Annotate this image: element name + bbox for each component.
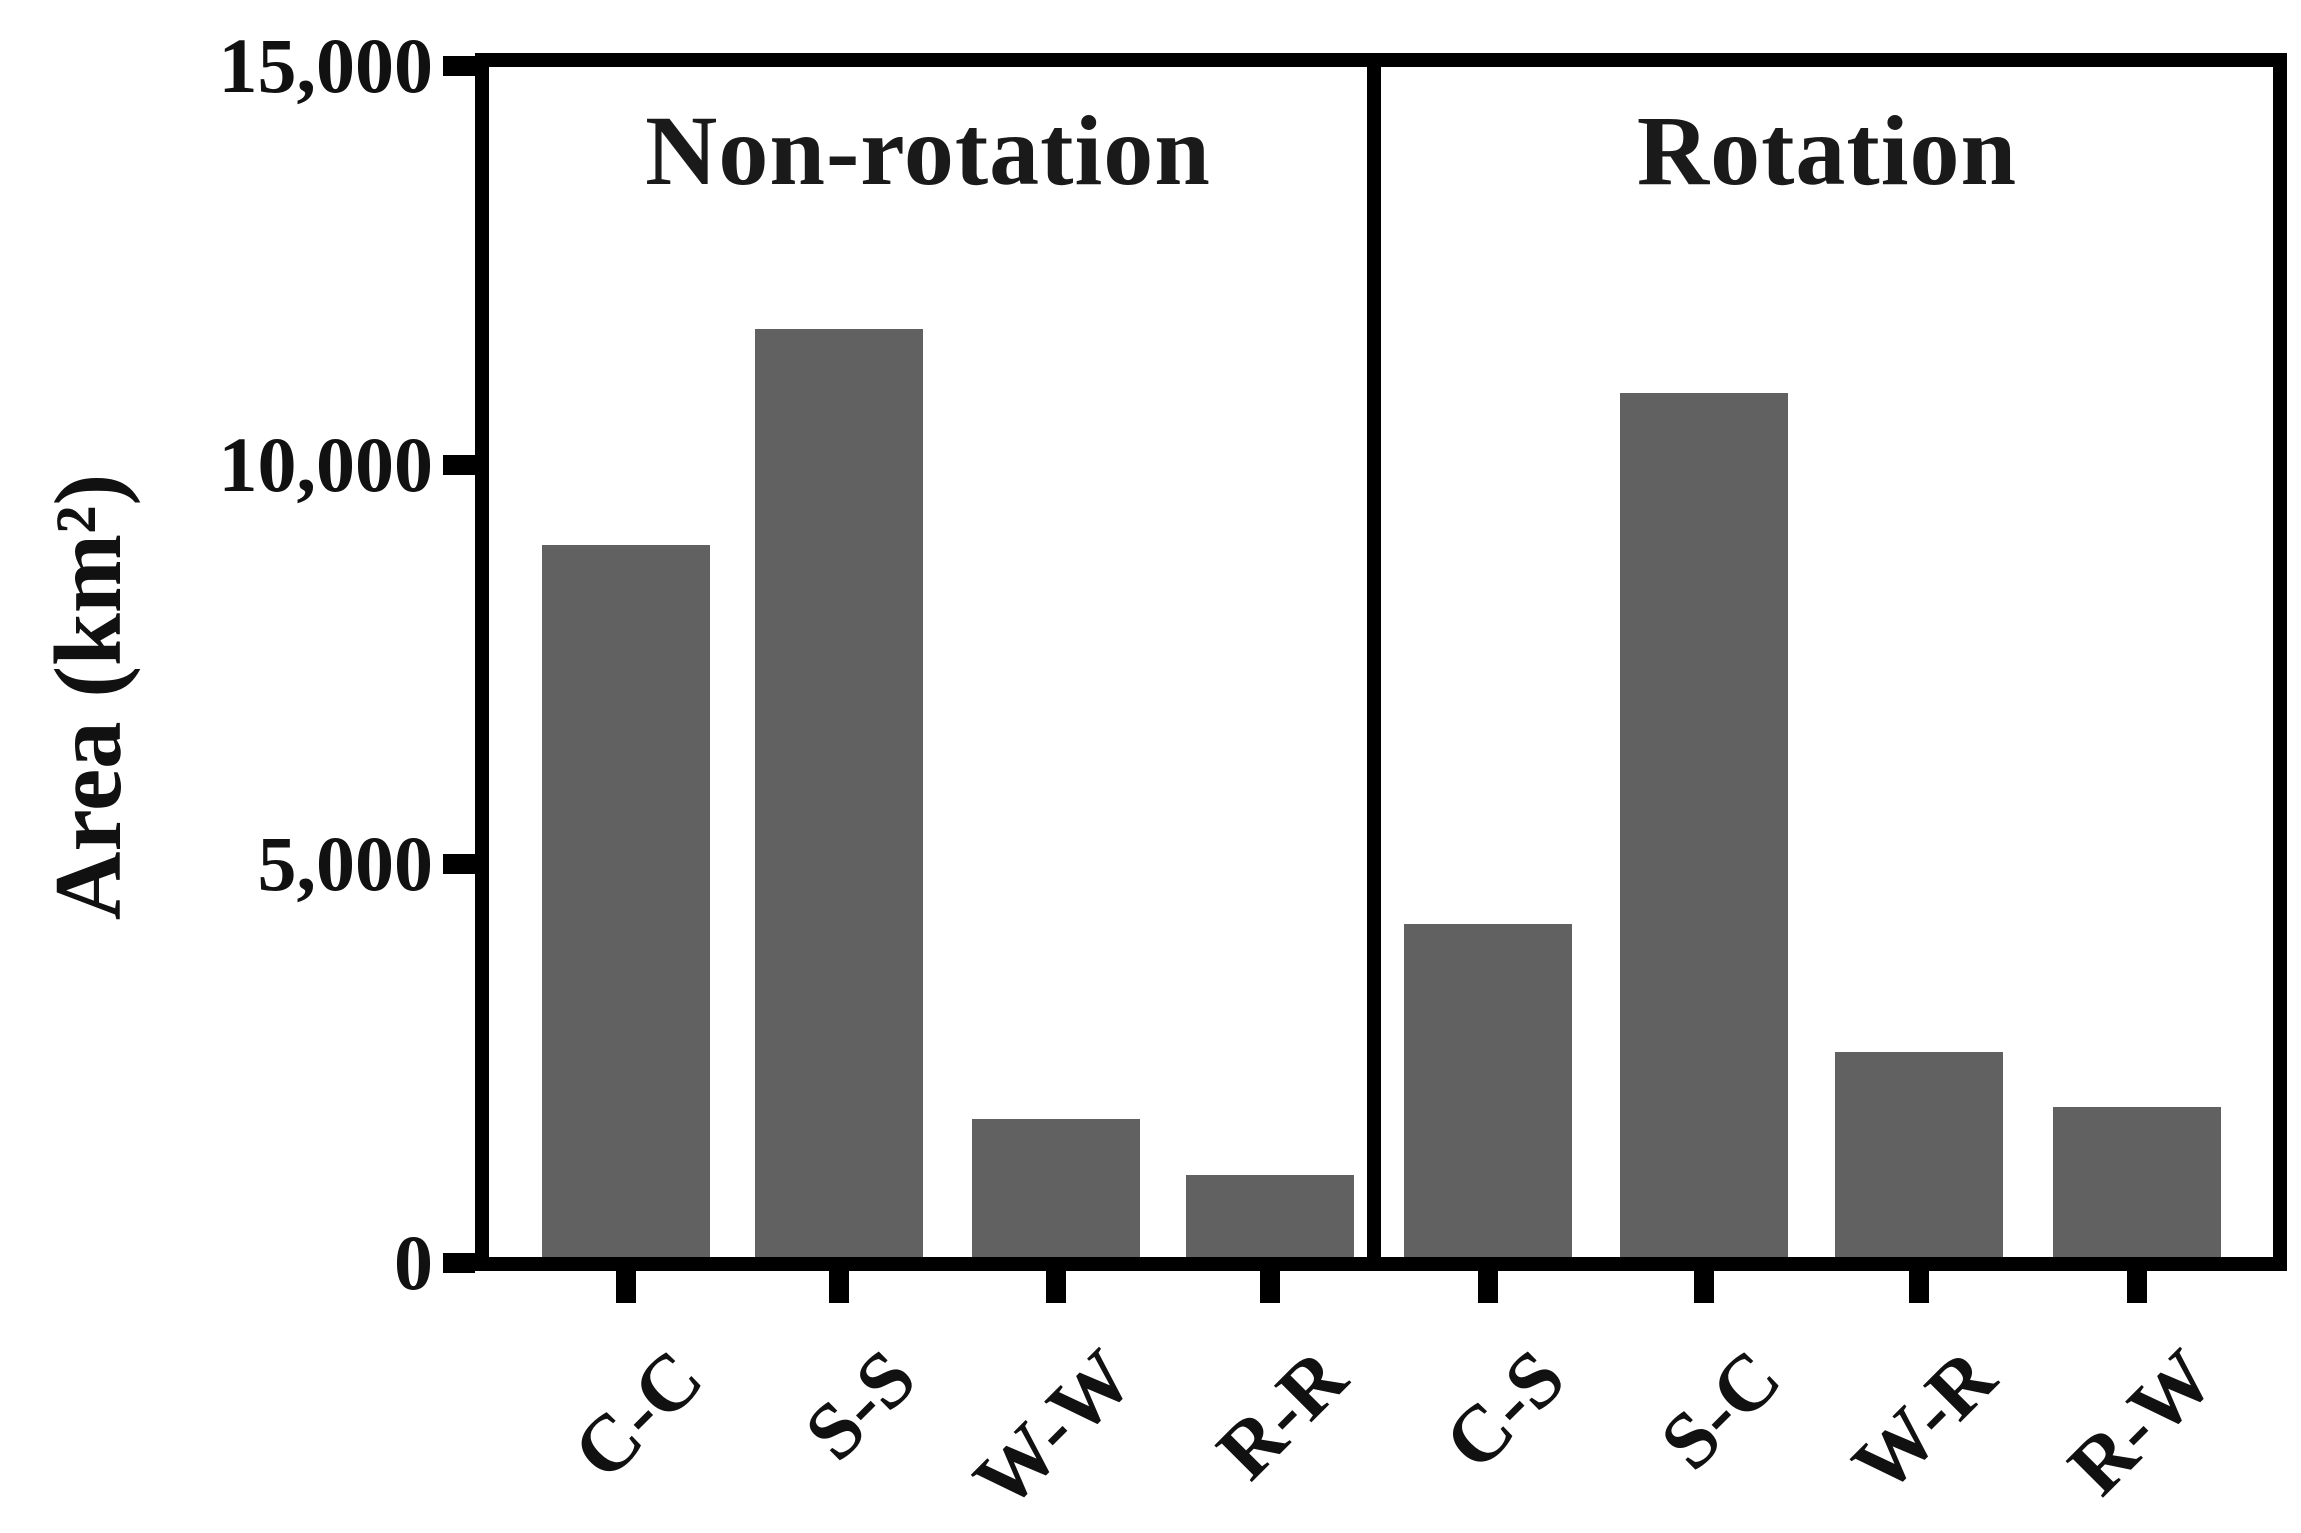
y-tick-label-5,000: 5,000 bbox=[257, 820, 434, 907]
x-tick-S-S bbox=[829, 1271, 849, 1303]
x-tick-W-R bbox=[1909, 1271, 1929, 1303]
x-tick-label-R-R: R-R bbox=[1200, 1333, 1364, 1497]
x-tick-R-R bbox=[1260, 1271, 1280, 1303]
x-tick-label-C-S: C-S bbox=[1428, 1333, 1582, 1487]
x-tick-label-W-W: W-W bbox=[957, 1333, 1150, 1526]
panel-divider bbox=[1367, 53, 1381, 1271]
x-tick-C-C bbox=[616, 1271, 636, 1303]
y-tick-label-0: 0 bbox=[394, 1219, 433, 1306]
panel-title-non-rotation: Non-rotation bbox=[645, 95, 1211, 206]
y-tick-5,000 bbox=[443, 854, 475, 874]
bar-C-S bbox=[1404, 923, 1572, 1258]
x-tick-label-R-W: R-W bbox=[2052, 1333, 2231, 1512]
x-tick-R-W bbox=[2127, 1271, 2147, 1303]
x-tick-label-W-R: W-R bbox=[1836, 1333, 2013, 1510]
x-tick-label-S-S: S-S bbox=[788, 1333, 933, 1478]
y-tick-label-10,000: 10,000 bbox=[218, 421, 434, 508]
bar-S-C bbox=[1620, 393, 1788, 1258]
bar-W-W bbox=[972, 1119, 1140, 1258]
bar-W-R bbox=[1835, 1051, 2003, 1258]
y-tick-10,000 bbox=[443, 455, 475, 475]
bar-R-W bbox=[2053, 1107, 2221, 1258]
bar-C-C bbox=[542, 544, 710, 1258]
bar-R-R bbox=[1186, 1175, 1354, 1258]
y-tick-15,000 bbox=[443, 56, 475, 76]
bar-S-S bbox=[755, 329, 923, 1258]
x-tick-label-S-C: S-C bbox=[1644, 1333, 1798, 1487]
x-tick-C-S bbox=[1478, 1271, 1498, 1303]
plot-frame bbox=[475, 53, 2287, 1271]
x-tick-label-C-C: C-C bbox=[556, 1333, 720, 1497]
x-tick-S-C bbox=[1694, 1271, 1714, 1303]
x-tick-W-W bbox=[1046, 1271, 1066, 1303]
panel-title-rotation: Rotation bbox=[1636, 95, 2018, 206]
y-tick-label-15,000: 15,000 bbox=[218, 22, 434, 109]
y-tick-0 bbox=[443, 1253, 475, 1273]
y-axis-title: Area (km²) bbox=[35, 473, 141, 921]
